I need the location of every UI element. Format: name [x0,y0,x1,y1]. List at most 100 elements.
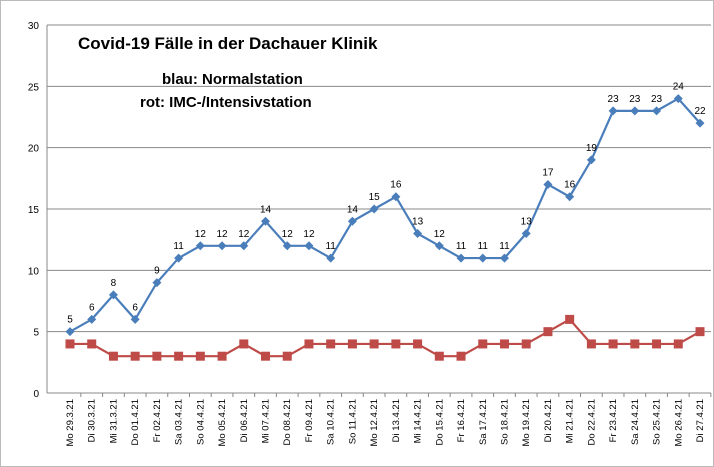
data-label: 5 [67,315,73,326]
y-tick-label: 15 [28,205,40,216]
data-point [239,339,249,349]
data-label: 11 [325,241,336,252]
x-tick-label: Fr 09.4.21 [304,399,315,442]
data-label: 12 [195,229,207,240]
data-label: 24 [673,82,685,93]
data-label: 14 [347,204,359,215]
data-point [239,241,249,251]
data-point [499,339,509,349]
data-point [499,253,509,263]
data-label: 6 [132,302,138,313]
data-point [282,351,292,361]
data-point [608,339,618,349]
data-point [261,216,271,226]
data-point [565,314,575,324]
x-tick-label: Mo 05.4.21 [217,399,228,447]
data-point [456,253,466,263]
data-point [326,253,336,263]
data-label: 11 [499,241,510,252]
data-point [152,351,162,361]
x-tick-label: So 11.4.21 [347,399,358,444]
data-point [369,339,379,349]
data-label: 13 [521,217,533,228]
data-point [65,327,75,337]
data-point [108,290,118,300]
data-label: 19 [586,143,598,154]
data-point [673,339,683,349]
data-point [87,339,97,349]
x-tick-label: Mi 21.4.21 [565,399,576,443]
data-point [261,351,271,361]
x-tick-label: Sa 17.4.21 [478,399,489,445]
data-point [543,179,553,189]
data-point [695,327,705,337]
data-label: 12 [238,229,250,240]
data-point [217,351,227,361]
data-point [174,253,184,263]
data-point [413,229,423,239]
data-point [304,339,314,349]
data-point [87,314,97,324]
data-label: 9 [154,266,160,277]
data-label: 23 [651,94,663,105]
data-point [565,192,575,202]
series-line-Normalstation [69,97,701,333]
x-tick-label: Fr 16.4.21 [456,399,467,442]
data-point [326,339,336,349]
y-tick-label: 0 [33,389,39,400]
legend-blue: blau: Normalstation [162,71,303,88]
x-tick-label: Di 13.4.21 [391,399,402,442]
x-tick-label: Mo 19.4.21 [521,399,532,447]
x-tick-label: Sa 10.4.21 [326,399,337,445]
data-point [347,339,357,349]
legend-red: rot: IMC-/Intensivstation [140,94,312,111]
x-tick-label: Do 01.4.21 [130,399,141,445]
y-tick-label: 5 [33,328,39,339]
data-label: 11 [456,241,467,252]
data-point [630,339,640,349]
data-label: 17 [542,167,554,178]
x-tick-label: Mi 31.3.21 [108,399,119,443]
data-label: 12 [217,229,229,240]
x-tick-label: Mo 29.3.21 [65,399,76,447]
y-tick-label: 30 [28,21,40,32]
x-tick-label: Mo 12.4.21 [369,399,380,447]
data-point [130,314,140,324]
data-label: 6 [89,302,95,313]
data-point [586,155,596,165]
data-point [217,241,227,251]
x-tick-label: Fr 23.4.21 [608,399,619,442]
x-tick-label: Di 30.3.21 [87,399,98,442]
x-tick-label: So 25.4.21 [652,399,663,445]
data-point [652,339,662,349]
data-label: 8 [111,278,117,289]
data-point [586,339,596,349]
x-tick-label: Mi 14.4.21 [413,399,424,443]
data-point [174,351,184,361]
data-point [478,339,488,349]
chart-title: Covid-19 Fälle in der Dachauer Klinik [78,34,378,53]
data-point [434,351,444,361]
x-tick-label: So 18.4.21 [499,399,510,445]
data-point [630,106,640,116]
data-point [152,278,162,288]
x-tick-label: Mo 26.4.21 [673,399,684,447]
data-point [391,339,401,349]
x-tick-label: Di 20.4.21 [543,399,554,442]
data-point [456,351,466,361]
data-point [65,339,75,349]
data-point [608,106,618,116]
series-line-IMC-/Intensivstation [70,318,701,358]
data-point [521,229,531,239]
data-point [282,241,292,251]
data-point [521,339,531,349]
data-point [347,216,357,226]
x-tick-label: Sa 03.4.21 [174,399,185,445]
x-tick-label: Fr 02.4.21 [152,399,163,442]
data-label: 22 [694,106,706,117]
data-point [434,241,444,251]
data-label: 11 [478,241,489,252]
data-point [108,351,118,361]
data-point [413,339,423,349]
y-tick-label: 10 [28,266,40,277]
